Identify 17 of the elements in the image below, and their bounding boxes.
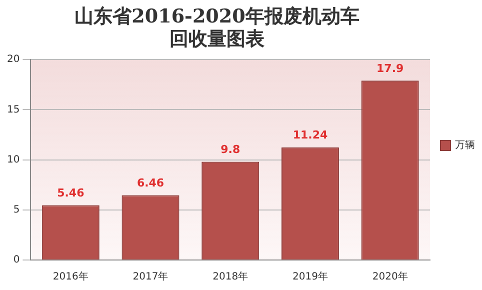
data-label: 6.46 bbox=[136, 176, 164, 190]
text: 万辆 bbox=[455, 139, 475, 152]
x-tick-label: 2018年 bbox=[212, 270, 248, 283]
data-label: 9.8 bbox=[220, 143, 240, 156]
y-tick-label: 0 bbox=[13, 254, 20, 266]
x-tick-label: 2019年 bbox=[292, 270, 328, 283]
x-tick-label: 2017年 bbox=[132, 270, 168, 283]
chart-title: 山东省2016-2020年报废机动车回收量图表 bbox=[74, 5, 360, 50]
x-tick-label: 2020年 bbox=[372, 270, 408, 283]
y-tick-label: 15 bbox=[6, 104, 20, 116]
data-label: 5.46 bbox=[57, 186, 85, 200]
x-tick-label: 2016年 bbox=[52, 270, 88, 283]
y-tick-label: 5 bbox=[13, 204, 20, 216]
data-label: 11.24 bbox=[292, 128, 328, 142]
data-label: 17.9 bbox=[376, 62, 404, 75]
y-tick-label: 10 bbox=[6, 154, 20, 166]
y-tick-label: 20 bbox=[6, 54, 20, 66]
